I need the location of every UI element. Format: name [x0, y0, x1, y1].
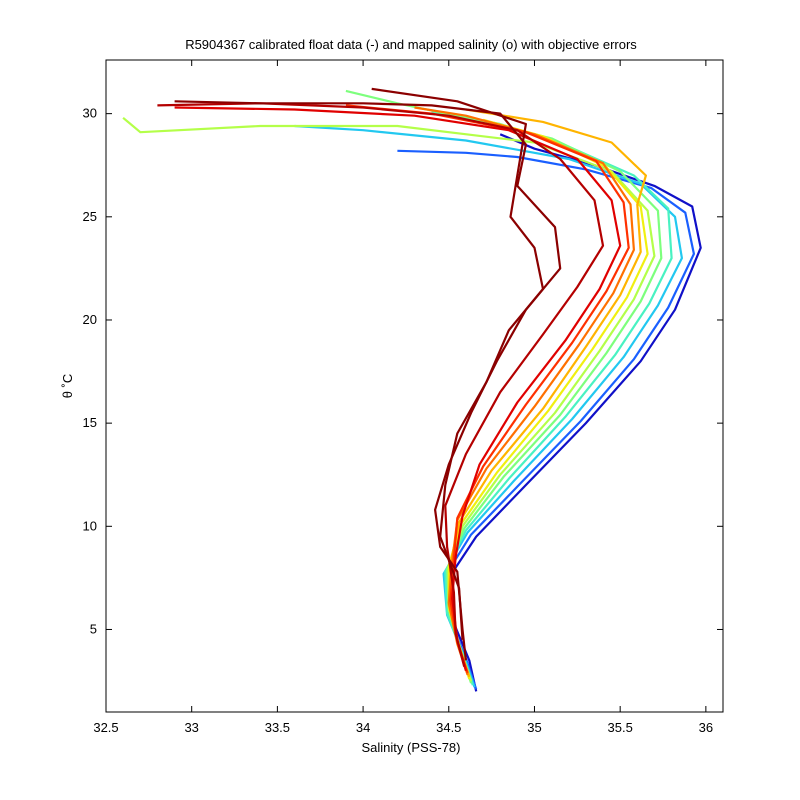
x-tick-label: 32.5	[93, 720, 118, 735]
profile-line-11	[174, 106, 622, 671]
plot-frame	[105, 59, 724, 713]
y-tick-label: 10	[83, 518, 97, 533]
y-tick-label: 25	[83, 209, 97, 224]
profile-line-10	[345, 104, 630, 674]
chart-title: R5904367 calibrated float data (-) and m…	[185, 37, 637, 52]
x-tick-label: 34.5	[436, 720, 461, 735]
x-tick-label: 35.5	[608, 720, 633, 735]
profiles-layer	[122, 87, 702, 692]
y-axis-label: θ ˚C	[60, 374, 75, 399]
y-tick-label: 15	[83, 415, 97, 430]
x-tick-label: 35	[527, 720, 541, 735]
x-tick-label: 34	[356, 720, 370, 735]
profile-line-14	[371, 87, 545, 640]
x-tick-label: 33.5	[265, 720, 290, 735]
x-tick-label: 36	[699, 720, 713, 735]
y-tick-label: 30	[83, 106, 97, 121]
y-tick-label: 5	[90, 621, 97, 636]
x-tick-label: 33	[184, 720, 198, 735]
x-axis-label: Salinity (PSS-78)	[362, 740, 461, 755]
y-tick-label: 20	[83, 312, 97, 327]
ticks-layer: 32.5 33 33.5 34 34.5 35 35.5 36 5 10 15 20 25 30	[83, 60, 723, 735]
